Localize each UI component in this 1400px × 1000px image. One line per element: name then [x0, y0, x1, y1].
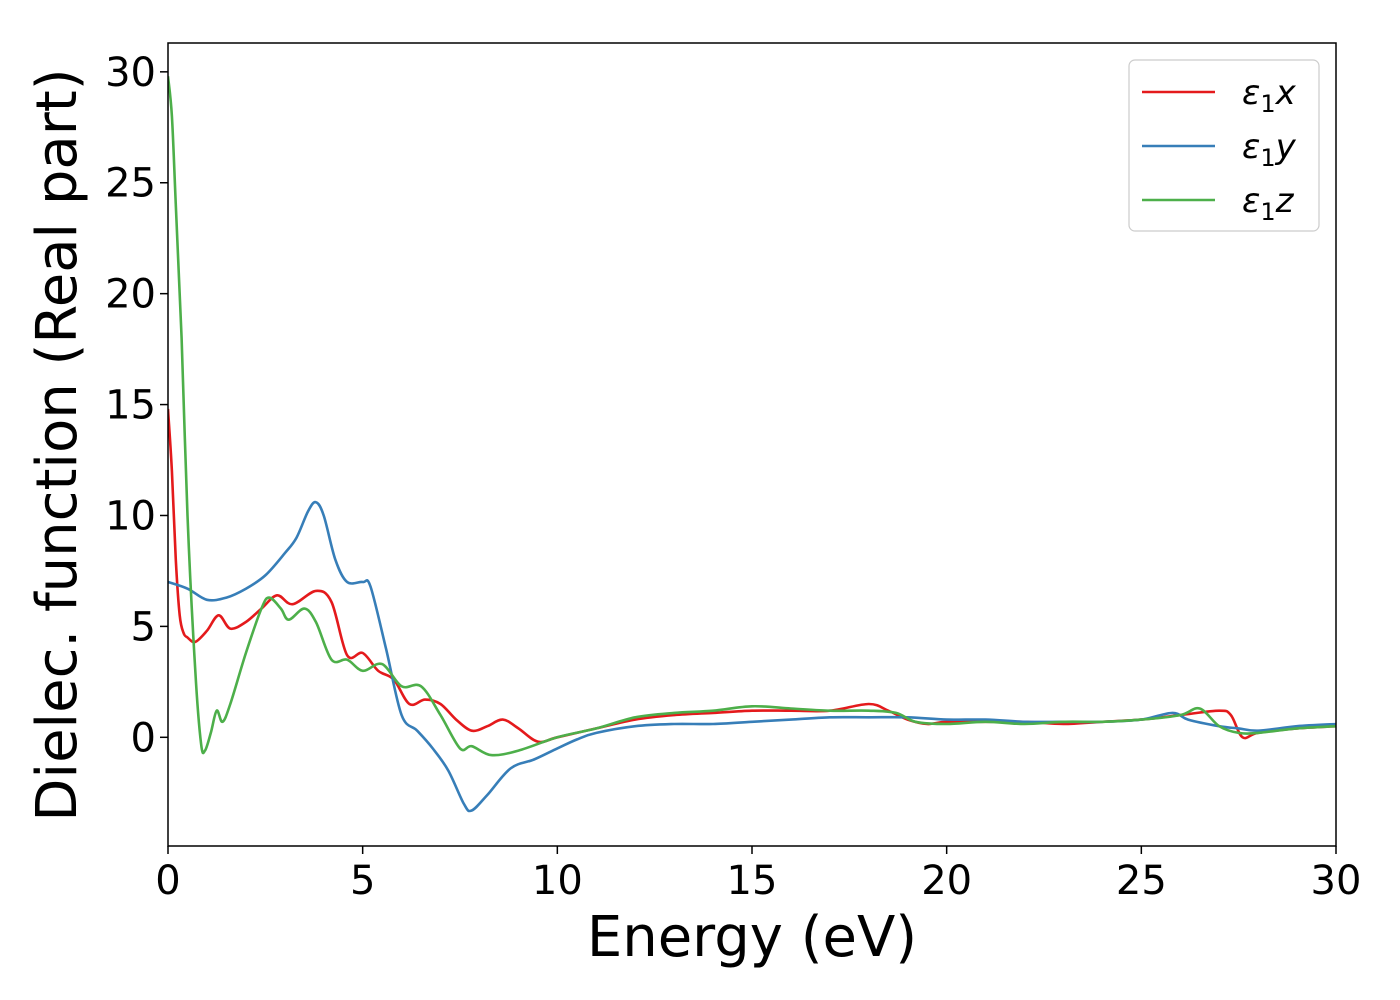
y-tick-label: 10	[105, 493, 156, 539]
series-line-y	[168, 500, 1336, 813]
x-tick-label: 0	[155, 858, 180, 904]
legend-entry: ε1x	[1242, 73, 1297, 118]
x-tick-label: 5	[350, 858, 375, 904]
legend-frame	[1128, 59, 1320, 232]
y-axis-title: Dielec. function (Real part)	[25, 68, 90, 821]
x-axis: 0 5 10 15 20 25 30	[155, 846, 1361, 904]
series-layer	[168, 76, 1336, 813]
y-tick-label: 5	[131, 604, 156, 650]
y-tick-label: 0	[131, 715, 156, 761]
x-tick-label: 25	[1116, 858, 1167, 904]
y-axis: 0 5 10 15 20 25 30	[105, 50, 168, 761]
y-tick-label: 15	[105, 383, 156, 429]
x-tick-label: 20	[921, 858, 972, 904]
x-tick-label: 10	[532, 858, 583, 904]
x-tick-label: 15	[727, 858, 778, 904]
series-line-x	[168, 408, 1336, 744]
legend-entry: ε1z	[1242, 181, 1295, 226]
legend-entry: ε1y	[1242, 127, 1297, 172]
series-line-z	[168, 76, 1336, 757]
legend: ε1x ε1y ε1z	[1128, 59, 1320, 232]
x-tick-label: 30	[1311, 858, 1362, 904]
x-axis-title: Energy (eV)	[587, 905, 917, 970]
y-tick-label: 20	[105, 272, 156, 318]
y-tick-label: 30	[105, 50, 156, 96]
y-tick-label: 25	[105, 161, 156, 207]
